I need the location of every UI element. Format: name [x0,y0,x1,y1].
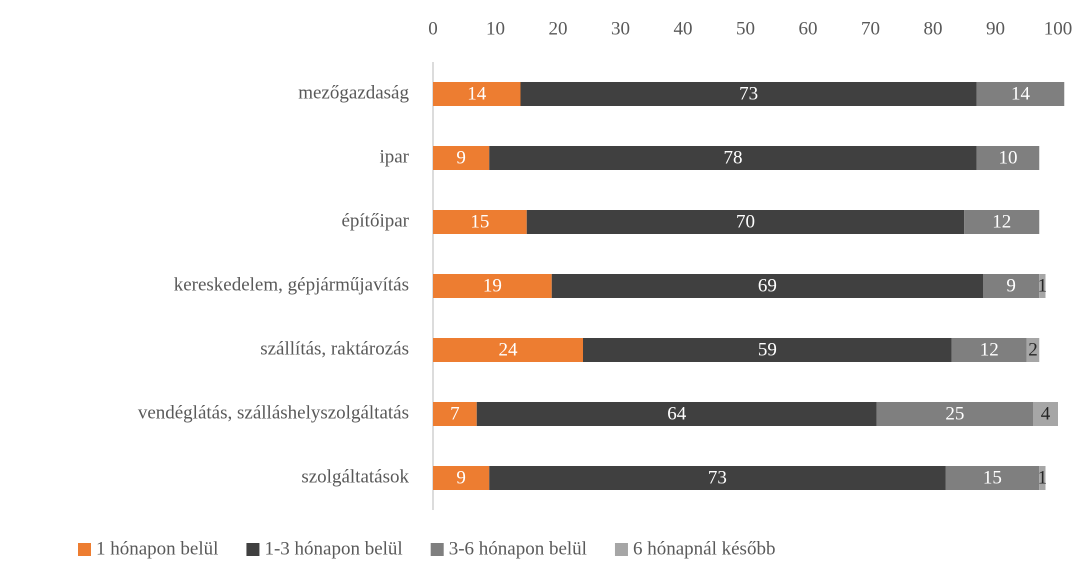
bar-segment [876,402,1033,426]
bar-segment [433,466,490,490]
bar-segment [489,146,977,170]
data-label: 10 [999,147,1018,168]
bar-segment [1026,338,1040,362]
x-tick-label: 20 [549,18,568,39]
bar-segment [476,402,877,426]
data-label: 15 [470,211,489,232]
x-tick-label: 30 [611,18,630,39]
data-label: 24 [499,339,519,360]
data-label: 15 [983,467,1002,488]
data-label: 73 [739,83,758,104]
x-tick-label: 50 [736,18,755,39]
bar-segment [945,466,1040,490]
data-label: 2 [1028,339,1038,360]
legend-label: 1-3 hónapon belül [264,538,402,559]
bar-segment [526,210,965,234]
data-label: 64 [667,403,687,424]
bar-segment [951,338,1027,362]
bar-segment [976,146,1040,170]
data-label: 73 [708,467,727,488]
bar-segment [551,274,983,298]
y-tick-label: kereskedelem, gépjárműjavítás [174,274,409,295]
x-tick-label: 10 [486,18,505,39]
x-tick-label: 100 [1044,18,1073,39]
legend-label: 3-6 hónapon belül [449,538,587,559]
data-label: 1 [1038,467,1048,488]
legend-swatch [78,543,91,556]
data-label: 14 [467,83,487,104]
y-tick-label: ipar [379,146,409,167]
data-label: 25 [945,403,964,424]
data-label: 14 [1011,83,1031,104]
bar-segment [964,210,1040,234]
x-tick-label: 80 [924,18,943,39]
bar-segment [489,466,946,490]
y-tick-label: vendéglátás, szálláshelyszolgáltatás [138,402,409,423]
data-label: 78 [724,147,743,168]
data-label: 9 [456,467,466,488]
y-tick-label: szolgáltatások [301,466,409,487]
bar-segment [983,274,1040,298]
bar-segment [433,338,583,362]
bar-segment [433,274,552,298]
x-tick-label: 70 [861,18,880,39]
data-label: 70 [736,211,755,232]
data-label: 1 [1038,275,1048,296]
bar-segment [520,82,977,106]
bar-segment [433,146,490,170]
bar-segment [433,402,477,426]
data-label: 7 [450,403,460,424]
data-label: 4 [1041,403,1051,424]
x-tick-label: 90 [986,18,1005,39]
data-label: 59 [758,339,777,360]
data-label: 69 [758,275,777,296]
bar-segment [1039,466,1046,490]
legend-swatch [430,543,444,556]
data-label: 19 [483,275,502,296]
data-label: 12 [992,211,1011,232]
bar-segment [433,210,527,234]
legend-swatch [246,543,260,556]
x-tick-label: 0 [428,18,438,39]
x-tick-label: 40 [674,18,693,39]
y-tick-label: szállítás, raktározás [260,338,409,359]
y-tick-label: építőipar [341,210,409,231]
y-tick-label: mezőgazdaság [298,82,409,103]
legend-swatch [614,543,628,556]
data-label: 12 [980,339,999,360]
bar-segment [433,82,521,106]
legend-label: 1 hónapon belül [96,538,218,559]
data-label: 9 [456,147,466,168]
legend-label: 6 hónapnál később [633,538,775,559]
data-label: 9 [1006,275,1016,296]
bar-segment [976,82,1065,106]
bar-segment [583,338,952,362]
x-tick-label: 60 [799,18,818,39]
bar-segment [1033,402,1058,426]
bar-segment [1039,274,1046,298]
